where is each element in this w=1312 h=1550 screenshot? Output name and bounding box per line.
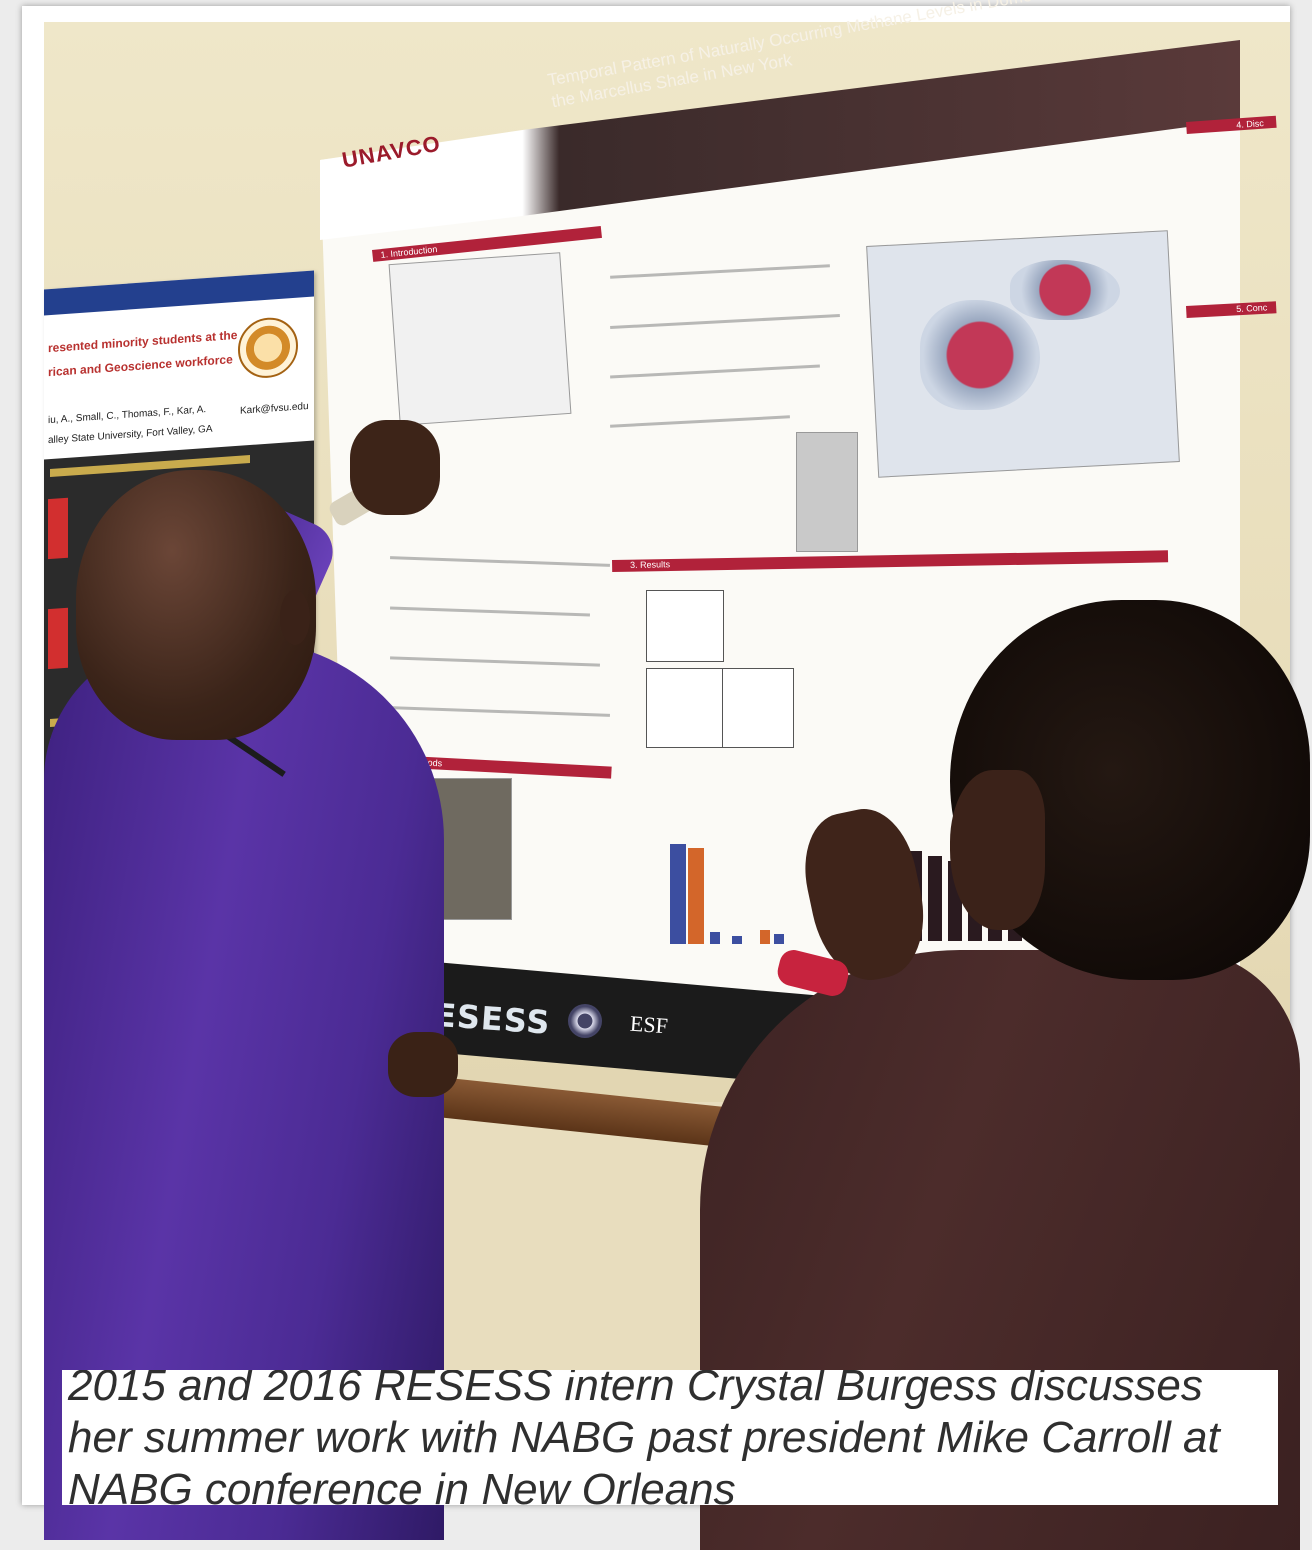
bar (688, 848, 704, 944)
scatter-plot (646, 590, 724, 662)
bar (760, 930, 770, 944)
photo-caption: 2015 and 2016 RESESS intern Crystal Burg… (68, 1370, 1220, 1505)
scatter-plot (646, 668, 724, 748)
study-area-map (388, 252, 572, 426)
caption-box: 2015 and 2016 RESESS intern Crystal Burg… (62, 1370, 1278, 1505)
left-poster-red-block (48, 497, 68, 560)
scatter-plot (722, 668, 794, 748)
well-diagram (796, 432, 858, 552)
bar-chart (640, 832, 810, 944)
man-hand (350, 420, 440, 515)
gas-well-density (1010, 260, 1120, 320)
section-results: 3. Results (630, 559, 671, 570)
university-seal-icon (238, 315, 298, 380)
section-conclusion: 5. Conc (1236, 302, 1268, 314)
left-poster-affiliation: alley State University, Fort Valley, GA (48, 423, 213, 447)
left-poster-title-line: rican and Geoscience workforce (48, 352, 233, 380)
left-poster-authors: iu, A., Small, C., Thomas, F., Kar, A. (48, 404, 207, 427)
gas-well-density (920, 300, 1040, 410)
agency-seal-icon (568, 1004, 602, 1038)
bar (928, 856, 942, 941)
left-poster-title-line: resented minority students at the (48, 327, 238, 356)
bar (732, 936, 742, 944)
woman-face (950, 770, 1045, 930)
man-ear (280, 590, 310, 645)
man-head (76, 470, 316, 740)
bar (710, 932, 720, 944)
left-poster-email: Kark@fvsu.edu (240, 400, 309, 417)
esf-logo: ESF (629, 1010, 669, 1039)
man-fist (388, 1032, 458, 1097)
bar (774, 934, 784, 944)
left-poster-red-block (48, 607, 68, 670)
section-discussion: 4. Disc (1236, 118, 1265, 130)
bar (670, 844, 686, 944)
